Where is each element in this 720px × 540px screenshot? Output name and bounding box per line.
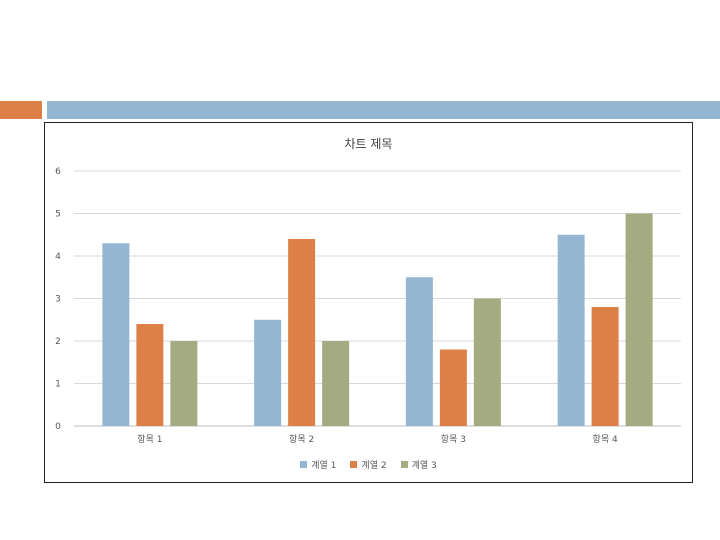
bar-series-2-category-4 [591,307,619,426]
y-tick-label: 6 [55,167,61,177]
accent-block [0,101,42,119]
legend-swatch [400,461,408,468]
legend-swatch [350,461,358,468]
legend-swatch [300,461,308,468]
bar-series-3-category-2 [322,341,350,426]
y-tick-label: 4 [55,252,61,262]
bar-series-3-category-4 [625,213,653,426]
bar-series-2-category-2 [288,239,316,426]
x-tick-label: 항목 3 [441,434,466,445]
bar-series-3-category-3 [473,298,501,426]
legend-label: 계열 1 [311,461,337,471]
bar-series-1-category-4 [557,234,585,426]
y-tick-label: 3 [55,295,61,305]
x-tick-label: 항목 4 [593,434,618,445]
bar-series-1-category-3 [405,277,433,426]
bar-series-3-category-1 [170,341,198,426]
bar-series-1-category-1 [102,243,130,426]
y-tick-label: 2 [55,337,61,347]
legend-label: 계열 2 [361,461,387,471]
bar-series-2-category-1 [136,324,164,426]
chart-plot-area: 0 1 2 3 4 5 6 항목 1 항목 2 항목 3 항목 4 [55,167,681,445]
x-tick-label: 항목 1 [137,434,162,445]
accent-bar [47,101,720,119]
x-tick-label: 항목 2 [289,434,314,445]
chart-title: 차트 제목 [344,137,393,151]
legend-item-series-3: 계열 3 [400,458,437,471]
y-tick-label: 5 [55,210,61,220]
legend-label: 계열 3 [411,461,437,471]
legend-item-series-2: 계열 2 [350,458,387,471]
bar-series-2-category-3 [439,349,467,426]
chart-legend: 계열 1 계열 2 계열 3 [45,458,692,471]
legend-item-series-1: 계열 1 [300,458,336,471]
y-tick-label: 0 [55,422,61,432]
chart-frame[interactable]: 차트 제목 0 1 2 3 4 5 6 항목 1 항목 2 항목 3 항목 4 계열 1 계열 2 계열… [44,122,693,483]
bar-series-1-category-2 [254,319,282,426]
y-tick-label: 1 [55,380,61,390]
